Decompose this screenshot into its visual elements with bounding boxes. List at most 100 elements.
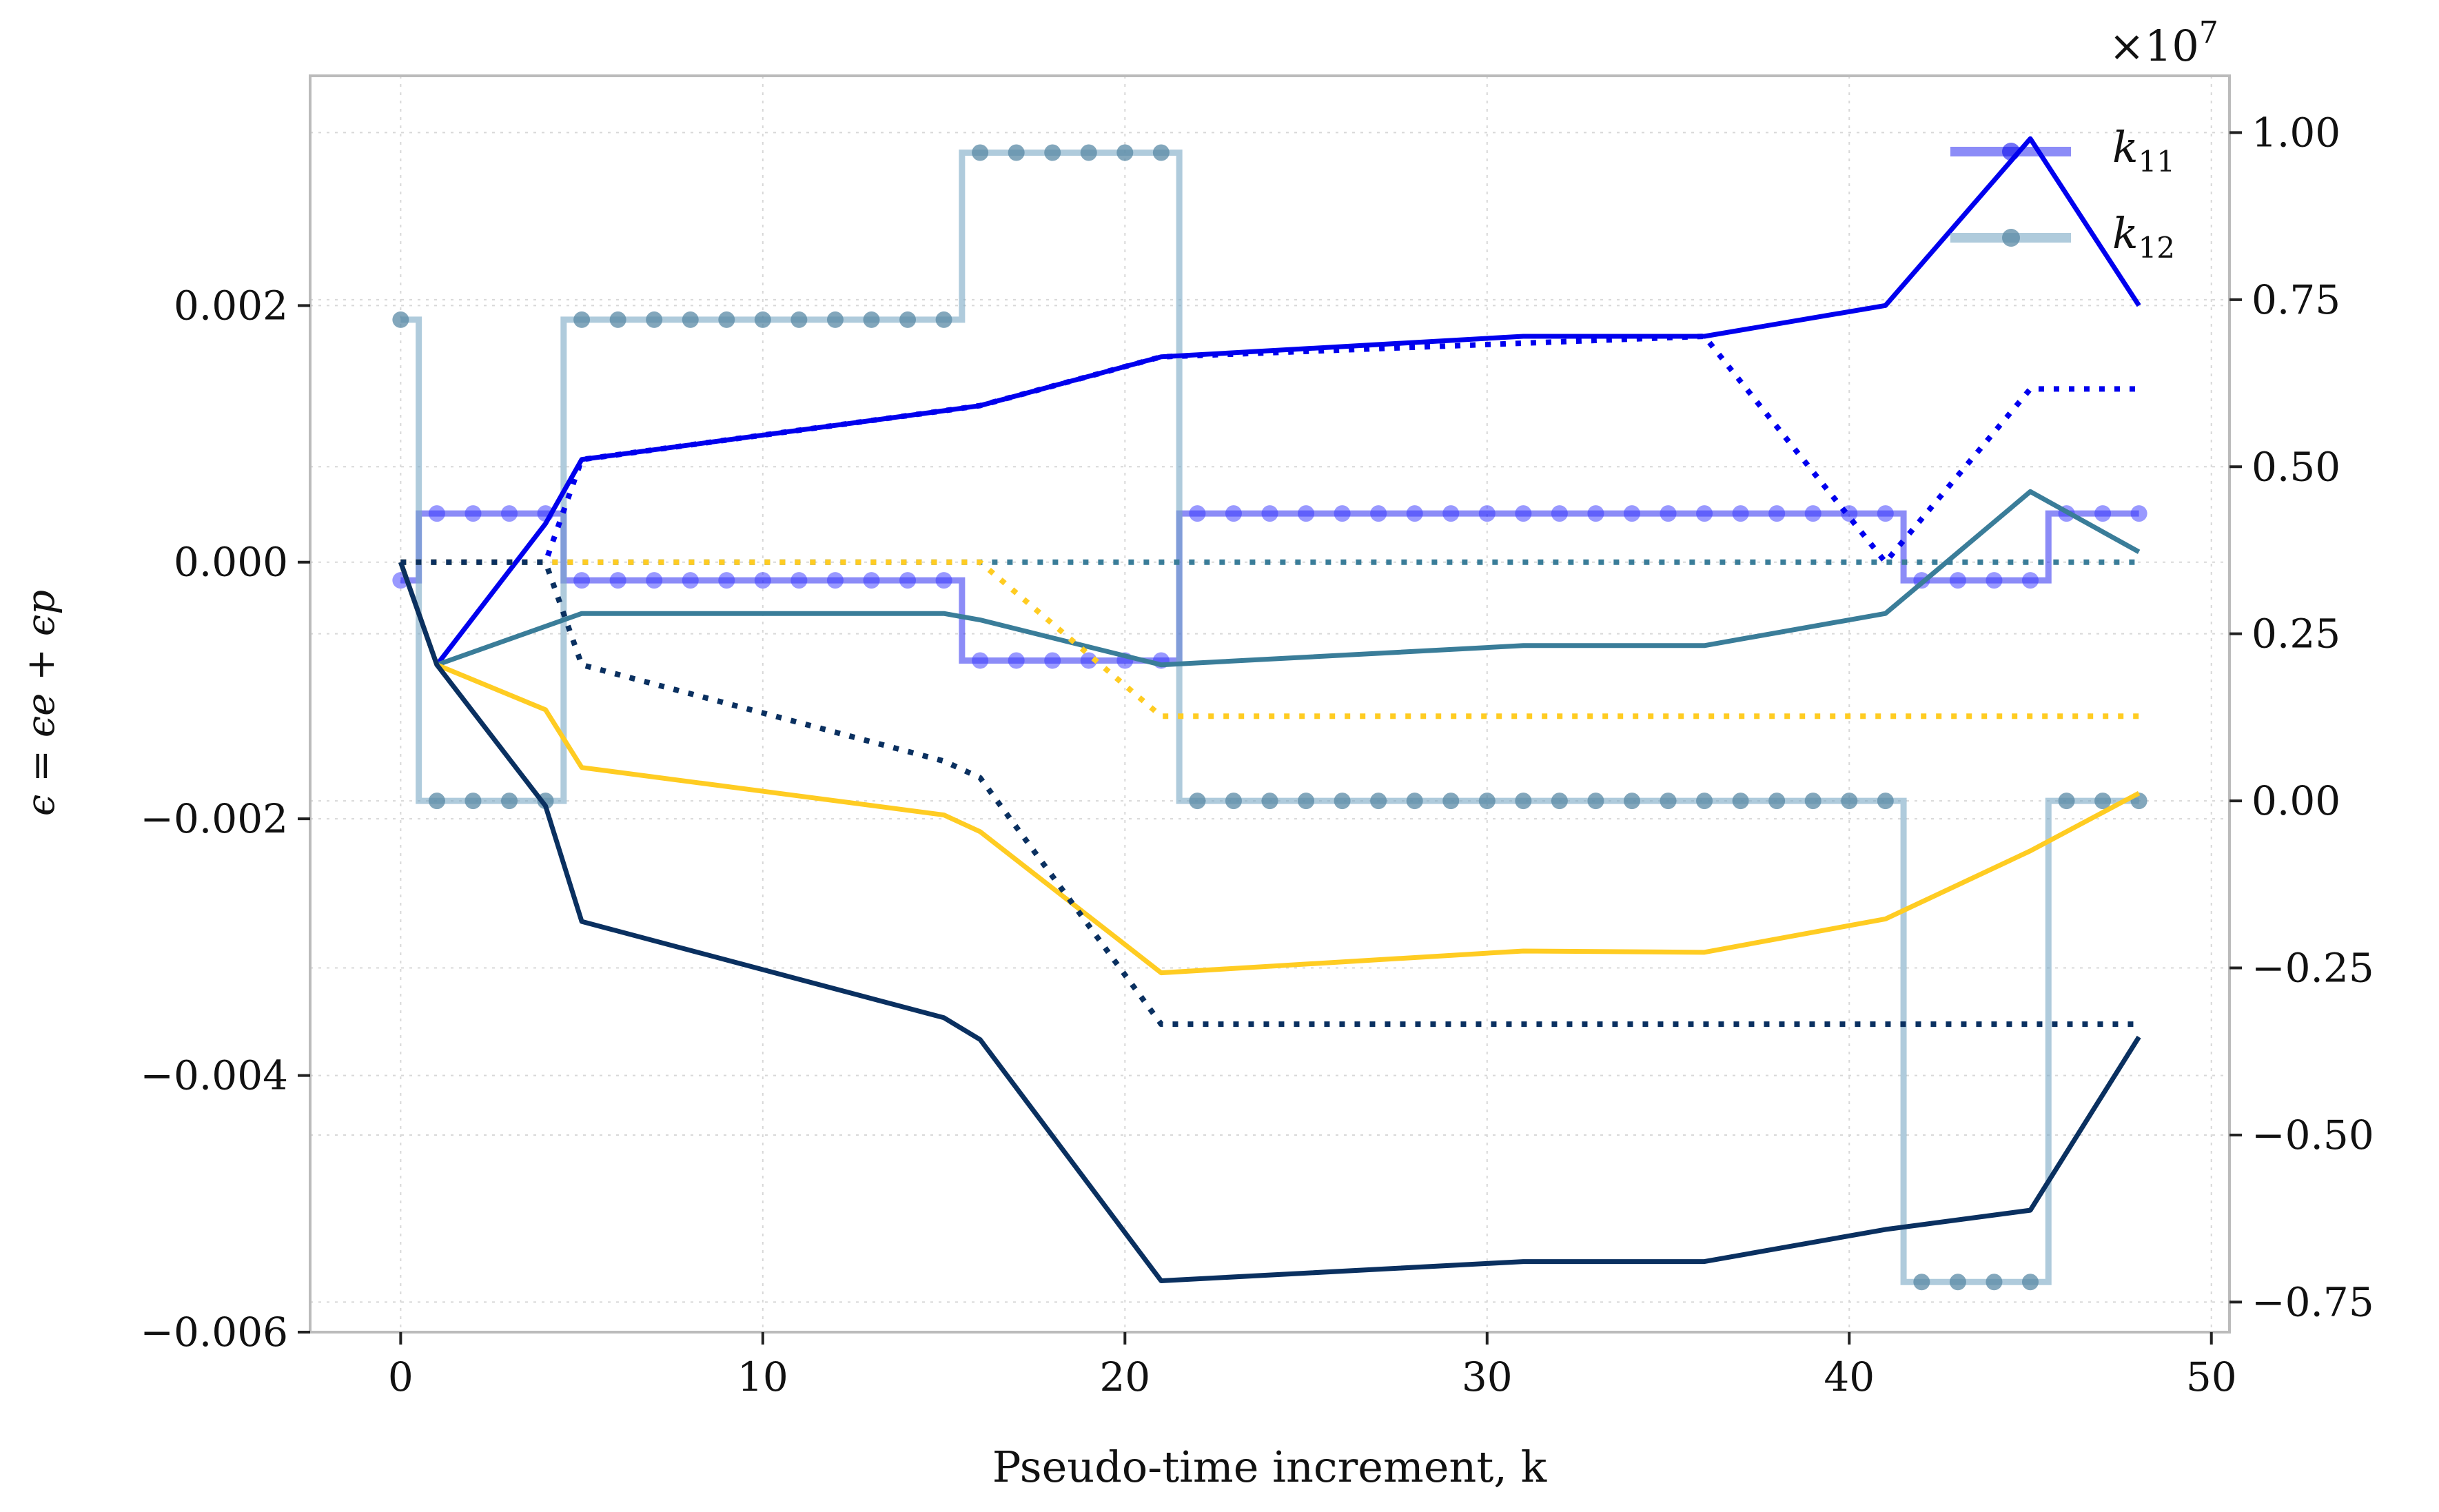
stiffness-marker-k11 (646, 572, 663, 589)
stiffness-marker-k11 (1986, 572, 2003, 589)
stiffness-marker-k12 (392, 311, 409, 328)
stiffness-marker-k11 (609, 572, 626, 589)
plot-series (392, 136, 2147, 1291)
right-axis-multiplier: ×107 (2109, 15, 2218, 71)
y-tick-label-left: 0.000 (174, 539, 288, 586)
stiffness-marker-k11 (1732, 505, 1749, 522)
stiffness-marker-k12 (899, 311, 917, 328)
stiffness-marker-k11 (718, 572, 735, 589)
stiffness-marker-k12 (573, 311, 591, 328)
stiffness-marker-k12 (2094, 793, 2112, 810)
stiffness-marker-k11 (826, 572, 844, 589)
stiffness-marker-k12 (1804, 793, 1821, 810)
y-axis-label: ϵ = ϵe + ϵp (19, 590, 63, 816)
stiffness-marker-k12 (935, 311, 952, 328)
y-tick-label-right: 0.75 (2252, 276, 2340, 323)
stiffness-marker-k11 (1949, 572, 1966, 589)
axis-ticks: 0 10 20 30 40 50 −0.006 −0.004 −0.002 0.000 0.002 −… (140, 109, 2374, 1400)
stiffness-marker-k12 (428, 793, 445, 810)
stiffness-marker-k11 (1080, 652, 1097, 669)
stiffness-marker-k12 (1298, 793, 1315, 810)
strain-line-0-solid (398, 136, 2141, 668)
multiplier-exponent: 7 (2199, 15, 2218, 50)
strain-line-2-solid (398, 489, 2141, 668)
x-tick-label: 10 (737, 1353, 788, 1400)
y-tick-label-left: −0.004 (140, 1052, 288, 1099)
stiffness-marker-k12 (1334, 793, 1351, 810)
stiffness-marker-k12 (1623, 793, 1640, 810)
stiffness-marker-k12 (501, 793, 518, 810)
stiffness-marker-k12 (1008, 144, 1025, 161)
strain-line-5-dotted (400, 559, 2139, 719)
stiffness-marker-k12 (1442, 793, 1460, 810)
stiffness-marker-k11 (1261, 505, 1278, 522)
legend: k11 k12 (1950, 122, 2175, 265)
y-tick-label-left: 0.002 (174, 282, 288, 329)
stiffness-marker-k11 (1478, 505, 1496, 522)
stiffness-marker-k12 (1768, 793, 1786, 810)
stiffness-marker-k11 (1406, 505, 1423, 522)
stiffness-marker-k11 (501, 505, 518, 522)
stiffness-marker-k12 (1152, 144, 1170, 161)
stiffness-marker-k11 (2021, 572, 2039, 589)
stiffness-marker-k12 (790, 311, 808, 328)
stiffness-marker-k12 (1841, 793, 1858, 810)
stiffness-marker-k11 (754, 572, 771, 589)
y-tick-label-right: 0.00 (2252, 777, 2340, 824)
stiffness-marker-k12 (1986, 1274, 2003, 1291)
stiffness-marker-k11 (1623, 505, 1640, 522)
y-tick-label-right: 0.25 (2252, 611, 2340, 657)
stiffness-marker-k12 (1660, 793, 1677, 810)
stiffness-marker-k11 (1660, 505, 1677, 522)
legend-k11-marker (2002, 143, 2020, 161)
stiffness-marker-k12 (1370, 793, 1387, 810)
stiffness-marker-k12 (2058, 793, 2075, 810)
y-tick-label-left: −0.006 (140, 1309, 288, 1356)
stiffness-marker-k11 (1551, 505, 1568, 522)
stiffness-marker-k11 (1298, 505, 1315, 522)
x-tick-label: 20 (1099, 1353, 1150, 1400)
plot-frame (309, 74, 2231, 1334)
y-tick-label-right: −0.75 (2252, 1278, 2374, 1325)
strain-line-7-dotted (400, 559, 2139, 1028)
stiffness-marker-k12 (1189, 793, 1206, 810)
stiffness-marker-k12 (609, 311, 626, 328)
stiffness-marker-k11 (790, 572, 808, 589)
stiffness-marker-k12 (1913, 1274, 1930, 1291)
stiffness-marker-k12 (972, 144, 989, 161)
legend-k12-label: k12 (2112, 208, 2175, 265)
stiffness-marker-k12 (1587, 793, 1604, 810)
stiffness-marker-k11 (1768, 505, 1786, 522)
stiffness-marker-k11 (2130, 505, 2147, 522)
stiffness-marker-k11 (573, 572, 591, 589)
stiffness-marker-k11 (1442, 505, 1460, 522)
y-tick-label-right: −0.25 (2252, 945, 2374, 992)
stiffness-marker-k11 (1696, 505, 1713, 522)
stiffness-marker-k12 (1478, 793, 1496, 810)
stiffness-marker-k11 (682, 572, 699, 589)
stiffness-marker-k12 (682, 311, 699, 328)
stiffness-marker-k11 (1044, 652, 1061, 669)
stiffness-marker-k12 (1732, 793, 1749, 810)
stiffness-marker-k12 (646, 311, 663, 328)
stiffness-marker-k12 (2021, 1274, 2039, 1291)
stiffness-marker-k11 (935, 572, 952, 589)
x-tick-label: 40 (1824, 1353, 1875, 1400)
stiffness-marker-k11 (2094, 505, 2112, 522)
stiffness-marker-k12 (465, 793, 482, 810)
stiffness-marker-k12 (826, 311, 844, 328)
stiffness-marker-k12 (754, 311, 771, 328)
y-tick-label-right: 0.50 (2252, 443, 2340, 490)
stiffness-marker-k11 (428, 505, 445, 522)
x-tick-label: 0 (388, 1353, 414, 1400)
stiffness-marker-k12 (1261, 793, 1278, 810)
stiffness-marker-k11 (1008, 652, 1025, 669)
stiffness-marker-k12 (1225, 793, 1242, 810)
strain-line-6-solid (398, 561, 2141, 1284)
x-tick-label: 50 (2186, 1353, 2237, 1400)
legend-k12-marker (2002, 229, 2020, 247)
stiffness-marker-k12 (1515, 793, 1532, 810)
stiffness-marker-k12 (1116, 144, 1134, 161)
stiffness-marker-k11 (1225, 505, 1242, 522)
